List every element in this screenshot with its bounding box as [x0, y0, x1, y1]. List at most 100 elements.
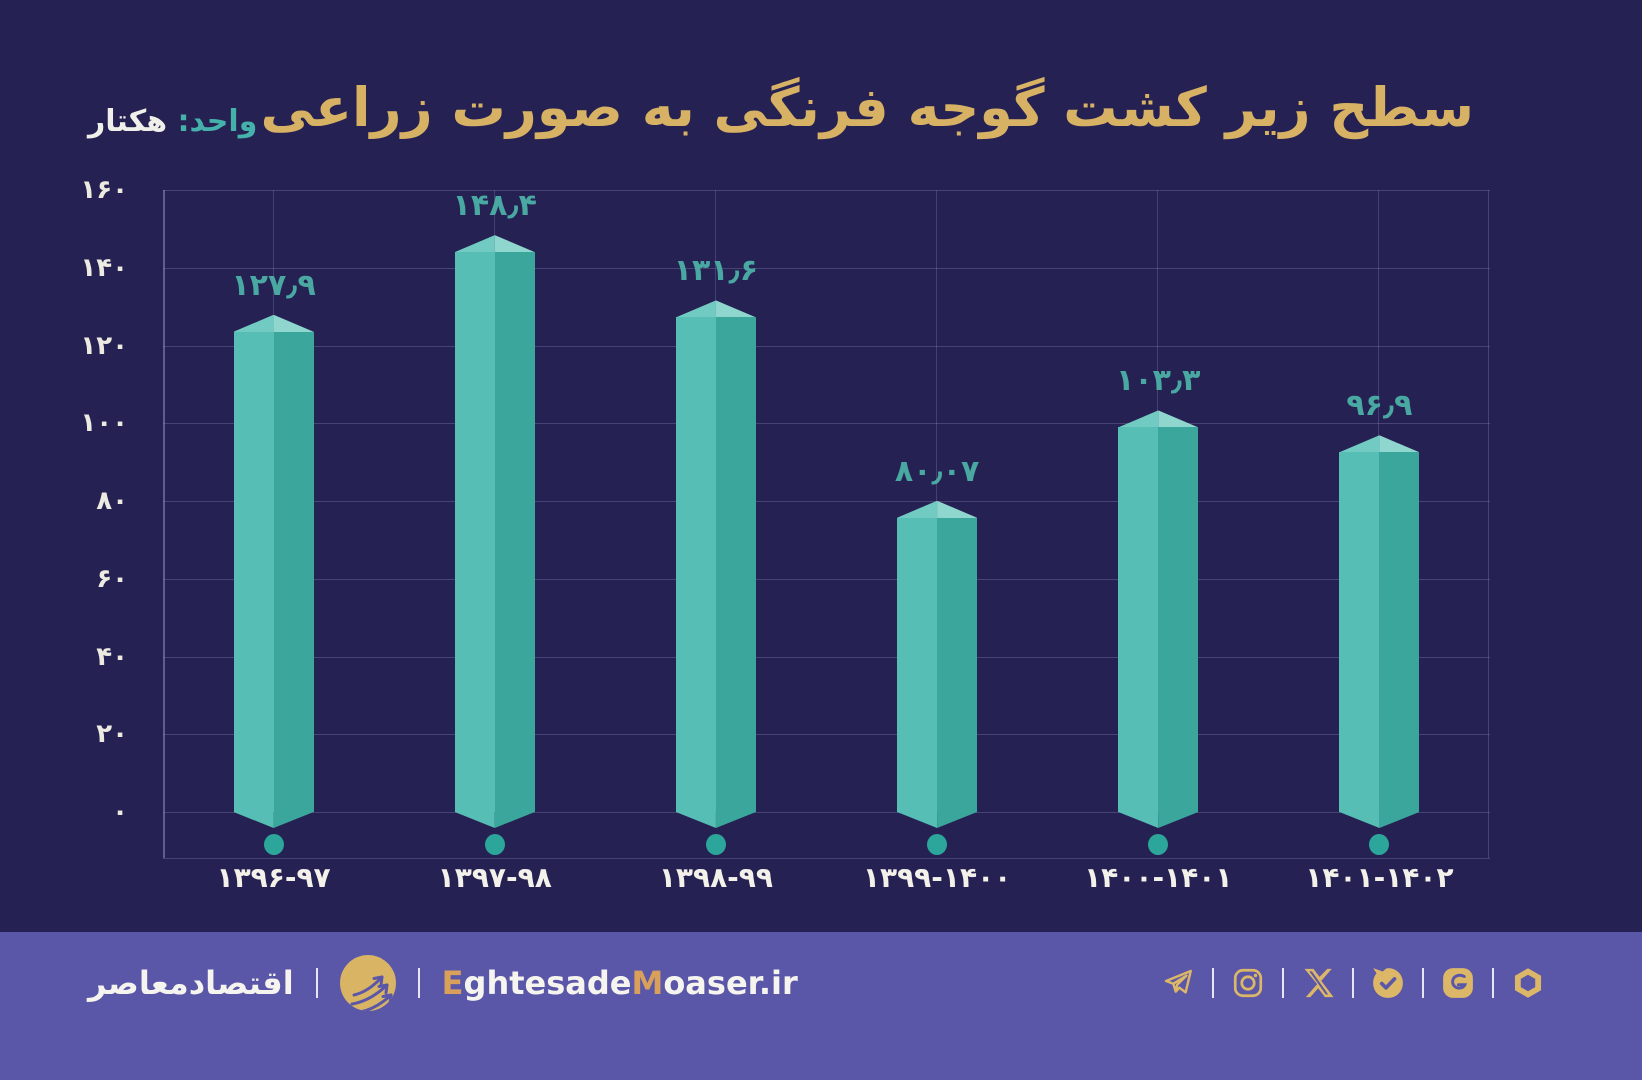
bar-bottom-tip: [454, 812, 535, 828]
site-url-part: .ir: [758, 964, 798, 1002]
bar-left-face: [1339, 452, 1380, 812]
y-axis-tick-label: ۱۲۰: [80, 330, 128, 361]
gridline: [163, 578, 1490, 580]
unit-label-prefix: واحد:: [177, 104, 258, 139]
divider: [315, 968, 318, 998]
x-axis-category-label: ۱۳۹۸-۹۹: [658, 861, 773, 894]
social-links: [1160, 965, 1546, 1001]
y-axis-tick-label: ۱۶۰: [80, 175, 128, 205]
unit-label: واحد: هکتار: [88, 104, 257, 139]
brand-logo-glyph: [339, 955, 396, 1011]
instagram-icon[interactable]: [1230, 965, 1266, 1001]
bar-value-label: ۱۲۷٫۹: [231, 267, 316, 303]
bar-left-face: [454, 252, 495, 812]
bar-right-face: [937, 517, 978, 812]
y-axis-tick-label: ۱۴۰: [80, 252, 128, 283]
x-axis-category-label: ۱۳۹۶-۹۷: [216, 861, 331, 894]
site-url-part: oaser: [663, 964, 759, 1002]
gridline: [163, 190, 1490, 191]
telegram-icon[interactable]: [1160, 965, 1196, 1001]
rubika-glyph: [1514, 968, 1542, 998]
bar-group: ۱۰۳٫۳ ۱۴۰۰-۱۴۰۱: [1078, 190, 1238, 894]
footer-brand: اقتصادمعاصر EghtesadeMoaser.ir: [88, 955, 798, 1011]
axis-dot: [263, 834, 284, 855]
rubika-icon[interactable]: [1510, 965, 1546, 1001]
divider: [1282, 968, 1284, 998]
site-url-part: E: [441, 964, 464, 1002]
bar-bottom-tip: [1118, 812, 1199, 828]
bar-value-label: ۱۳۱٫۶: [673, 253, 759, 289]
x-axis-category-label: ۱۴۰۱-۱۴۰۲: [1305, 861, 1454, 894]
eitaa-icon[interactable]: [1440, 965, 1476, 1001]
bar: [454, 252, 535, 812]
bar-bottom-tip: [1339, 812, 1420, 828]
axis-dot: [1369, 834, 1390, 855]
y-axis: ۰ ۲۰ ۴۰ ۶۰ ۸۰ ۱۰۰ ۱۲۰ ۱۴۰ ۱۶۰: [0, 175, 132, 827]
divider: [417, 968, 420, 998]
divider: [1492, 968, 1494, 998]
bar-left-face: [675, 317, 716, 812]
bar-value-label: ۹۶٫۹: [1346, 388, 1413, 424]
bale-icon[interactable]: [1370, 965, 1406, 1001]
gridline: [163, 656, 1490, 658]
footer-row: اقتصادمعاصر EghtesadeMoaser.ir: [88, 954, 1546, 1012]
bar-right-face: [715, 317, 756, 812]
bar-value-label: ۸۰٫۰۷: [894, 453, 980, 489]
y-axis-tick-label: ۲۰: [96, 719, 128, 750]
bar: [233, 331, 314, 812]
bar-bottom-tip: [233, 812, 314, 828]
divider: [1212, 968, 1214, 998]
bar-bottom-tip: [675, 812, 756, 828]
bar: [897, 517, 978, 812]
x-twitter-icon[interactable]: [1300, 965, 1336, 1001]
y-axis-tick-label: ۶۰: [96, 563, 128, 594]
footer: اقتصادمعاصر EghtesadeMoaser.ir: [0, 932, 1642, 1080]
bar: [1339, 452, 1420, 812]
gridline: [163, 501, 1490, 502]
instagram-glyph: [1233, 968, 1263, 998]
bar-group: ۱۴۸٫۴ ۱۳۹۷-۹۸: [415, 188, 575, 894]
site-name-farsi: اقتصادمعاصر: [88, 964, 294, 1002]
gridline: [163, 812, 1490, 813]
y-axis-tick-label: ۱۰۰: [80, 408, 128, 439]
divider: [1422, 968, 1424, 998]
y-axis-line: [163, 190, 165, 858]
divider: [1352, 968, 1354, 998]
site-url[interactable]: EghtesadeMoaser.ir: [442, 964, 798, 1002]
gridline: [163, 423, 1490, 425]
axis-dot: [927, 834, 948, 855]
chart-title: سطح زیر کشت گوجه فرنگی به صورت زراعی: [260, 76, 1475, 139]
axis-dot: [484, 834, 505, 855]
bar-left-face: [233, 331, 274, 812]
plot-area: ۱۲۷٫۹ ۱۳۹۶-۹۷ ۱۴۸٫۴ ۱۳۹۷-۹۸ ۱۳۱٫۶ ۱۳۹۸-۹۹ ۸۰٫۰…: [163, 188, 1490, 894]
bar-right-face: [1379, 452, 1420, 812]
bar-left-face: [897, 517, 938, 812]
site-url-part: M: [631, 964, 664, 1002]
bar-group: ۹۶٫۹ ۱۴۰۱-۱۴۰۲: [1299, 190, 1459, 894]
axis-dot: [705, 834, 726, 855]
bar-right-face: [273, 331, 314, 812]
bar-bottom-tip: [897, 812, 978, 828]
bar-group: ۱۲۷٫۹ ۱۳۹۶-۹۷: [194, 190, 354, 894]
x-axis-strip-line: [163, 858, 1490, 859]
y-axis-tick-label: ۴۰: [96, 641, 128, 672]
bar-value-label: ۱۴۸٫۴: [452, 188, 537, 224]
x-twitter-glyph: [1304, 968, 1334, 998]
gridline: [163, 734, 1490, 736]
y-axis-tick-label: ۸۰: [96, 486, 128, 516]
bale-glyph: [1373, 968, 1403, 998]
bar-right-face: [494, 252, 535, 812]
x-axis-category-label: ۱۳۹۷-۹۸: [437, 861, 552, 894]
bar-group: ۸۰٫۰۷ ۱۳۹۹-۱۴۰۰: [857, 190, 1017, 894]
axis-dot: [1148, 834, 1169, 855]
y-axis-tick-label: ۰: [112, 797, 128, 827]
site-url-part: ghtesade: [463, 964, 632, 1002]
x-axis-category-label: ۱۳۹۹-۱۴۰۰: [862, 861, 1012, 894]
bar-value-label: ۱۰۳٫۳: [1116, 363, 1201, 399]
x-axis-category-label: ۱۴۰۰-۱۴۰۱: [1084, 861, 1233, 894]
plot-right-border: [1488, 190, 1489, 858]
bar-left-face: [1118, 427, 1159, 812]
unit-label-value: هکتار: [88, 104, 168, 139]
gridline: [163, 267, 1490, 269]
brand-logo-icon: [339, 955, 396, 1011]
